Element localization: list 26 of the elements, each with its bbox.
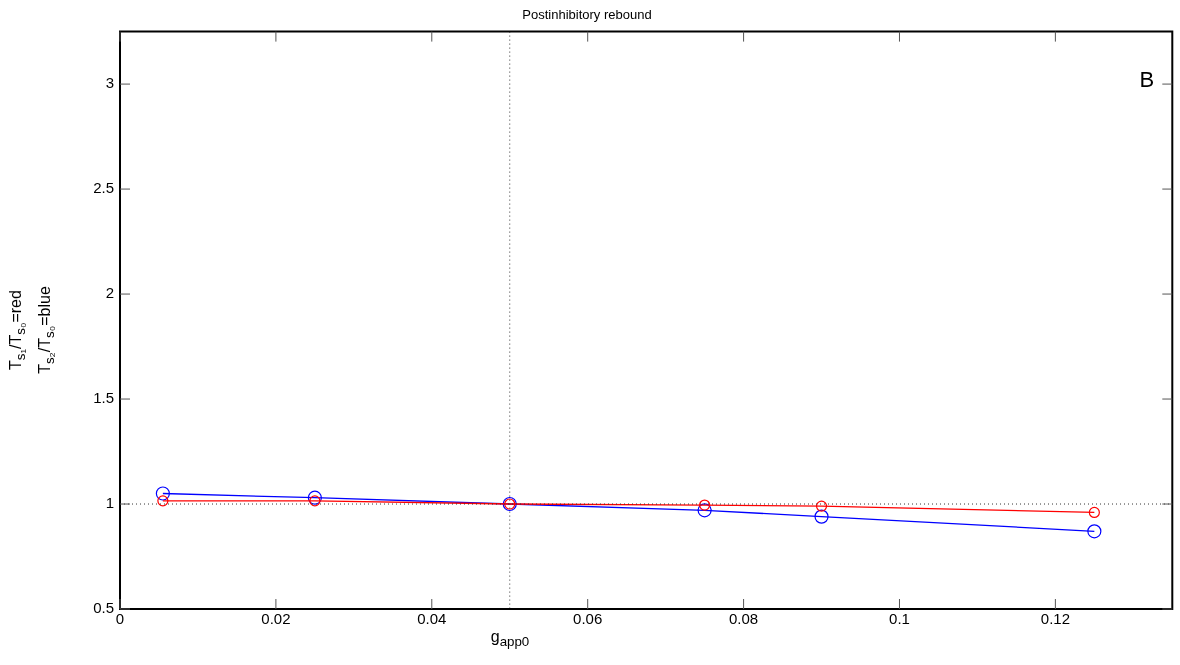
x-axis-title: g$_{app0}$ <box>490 628 530 650</box>
point <box>814 509 829 524</box>
y-tick-label: 0.5 <box>93 599 114 617</box>
y-tick-label: 1 <box>105 494 114 512</box>
point <box>1088 506 1100 519</box>
point <box>697 503 712 518</box>
point <box>157 495 169 507</box>
point <box>307 490 322 505</box>
y-tick-label: 3 <box>105 74 114 92</box>
x-tick-label: 0.06 <box>573 610 603 628</box>
annotation: B <box>1139 66 1155 92</box>
point <box>1087 524 1102 539</box>
chart-title: Postinhibitory rebound <box>522 7 652 23</box>
x-tick-label: 0 <box>115 610 125 628</box>
y-tick-label: 1.5 <box>93 389 114 407</box>
y-tick-label: 2 <box>105 284 114 302</box>
x-tick-label: 0.1 <box>889 610 910 628</box>
point <box>699 499 711 511</box>
x-tick-label: 0.04 <box>417 610 447 628</box>
point <box>309 495 321 507</box>
point <box>815 500 828 512</box>
x-tick-label: 0.02 <box>261 610 291 628</box>
y-tick-label: 2.5 <box>93 179 114 197</box>
x-tick-label: 0.08 <box>728 610 759 628</box>
point <box>155 486 170 501</box>
x-tick-label: 0.12 <box>1040 610 1070 628</box>
